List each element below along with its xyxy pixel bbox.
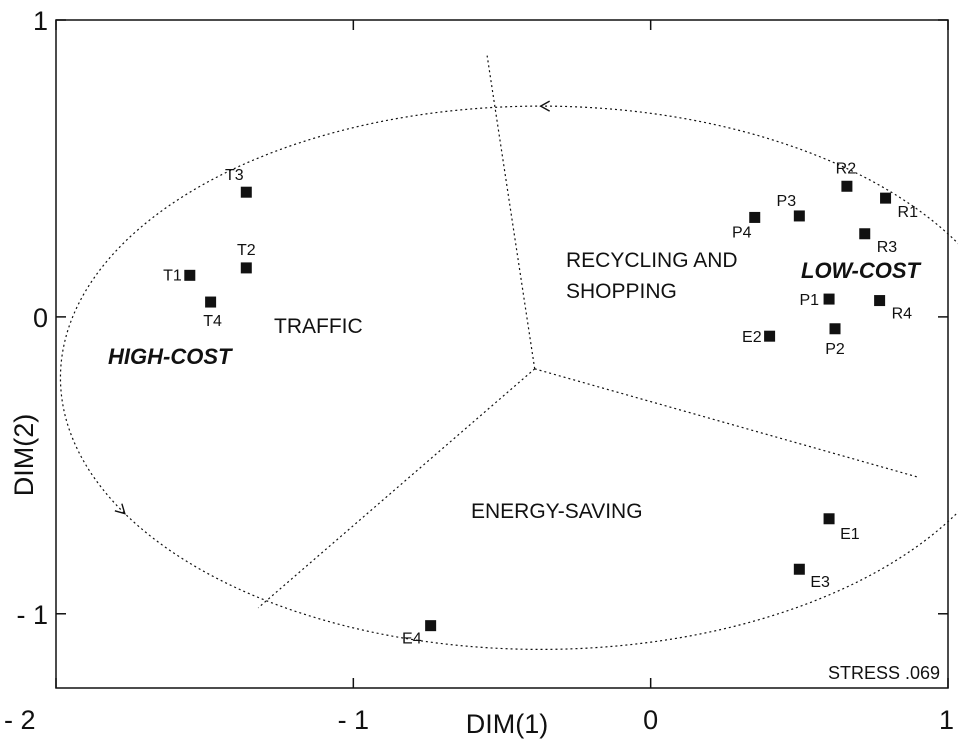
point-p3 [793,210,805,222]
point-label-p4: P4 [732,224,752,241]
point-t2 [240,262,252,274]
point-p2 [829,323,841,335]
point-label-t3: T3 [225,167,244,184]
x-tick-label-2: 0 [643,705,658,735]
x-tick-label-0: - 2 [4,705,36,735]
direction-arrow-1 [539,100,550,112]
x-tick-label-3: 1 [939,705,954,735]
point-label-p3: P3 [777,193,797,210]
point-label-e2: E2 [742,329,762,346]
point-label-r4: R4 [892,306,913,323]
cost-circle [60,100,958,650]
point-e2 [764,330,776,342]
axis-ticks: - 2 - 1 0 1 1 0 - 1 [4,6,954,735]
point-r2 [841,180,853,192]
point-label-e4: E4 [402,631,422,648]
y-tick-label-2: - 1 [16,600,48,630]
point-r1 [880,192,892,204]
stress-label: STRESS .069 [828,663,940,683]
point-label-t1: T1 [163,267,182,284]
region-label-traffic: TRAFFIC [274,315,363,338]
point-t1 [184,269,196,281]
point-label-t2: T2 [237,242,256,259]
region-label-shopping: SHOPPING [566,280,677,303]
point-e3 [793,563,805,575]
region-boundaries [257,55,919,609]
point-r3 [859,228,871,240]
point-label-r2: R2 [836,160,857,177]
point-e4 [425,620,437,632]
boundary-line-2 [534,368,919,478]
point-e1 [823,513,835,525]
y-tick-label-1: 0 [33,303,48,333]
y-tick-label-0: 1 [33,6,48,36]
point-p4 [749,211,761,223]
x-tick-label-1: - 1 [338,705,370,735]
point-label-r3: R3 [877,239,898,256]
point-t4 [205,296,217,308]
point-label-p2: P2 [825,341,845,358]
direction-arrow-2 [114,503,126,515]
boundary-line-1 [486,55,536,369]
pole-label-low-cost: LOW-COST [801,258,921,283]
point-t3 [240,186,252,198]
region-label-recycling: RECYCLING AND [566,249,738,272]
point-label-e1: E1 [840,526,860,543]
plot-frame [55,19,949,689]
point-label-p1: P1 [799,292,819,309]
data-points: T1 T2 T3 T4 R1 R2 R3 R4 P1 P2 P3 P4 E1 E2 E3 E4 [163,160,918,647]
point-label-t4: T4 [203,313,222,330]
y-axis-title: DIM(2) [9,414,39,497]
cost-ellipse [60,105,958,650]
chart-text: DIM(1) DIM(2) TRAFFIC RECYCLING AND SHOP… [9,249,940,739]
pole-label-high-cost: HIGH-COST [108,344,233,369]
x-axis-title: DIM(1) [466,709,549,739]
region-label-energy-saving: ENERGY-SAVING [471,500,643,523]
point-p1 [823,293,835,305]
boundary-line-3 [257,368,536,609]
point-label-e3: E3 [810,574,830,591]
point-r4 [874,295,886,307]
point-label-r1: R1 [898,204,919,221]
